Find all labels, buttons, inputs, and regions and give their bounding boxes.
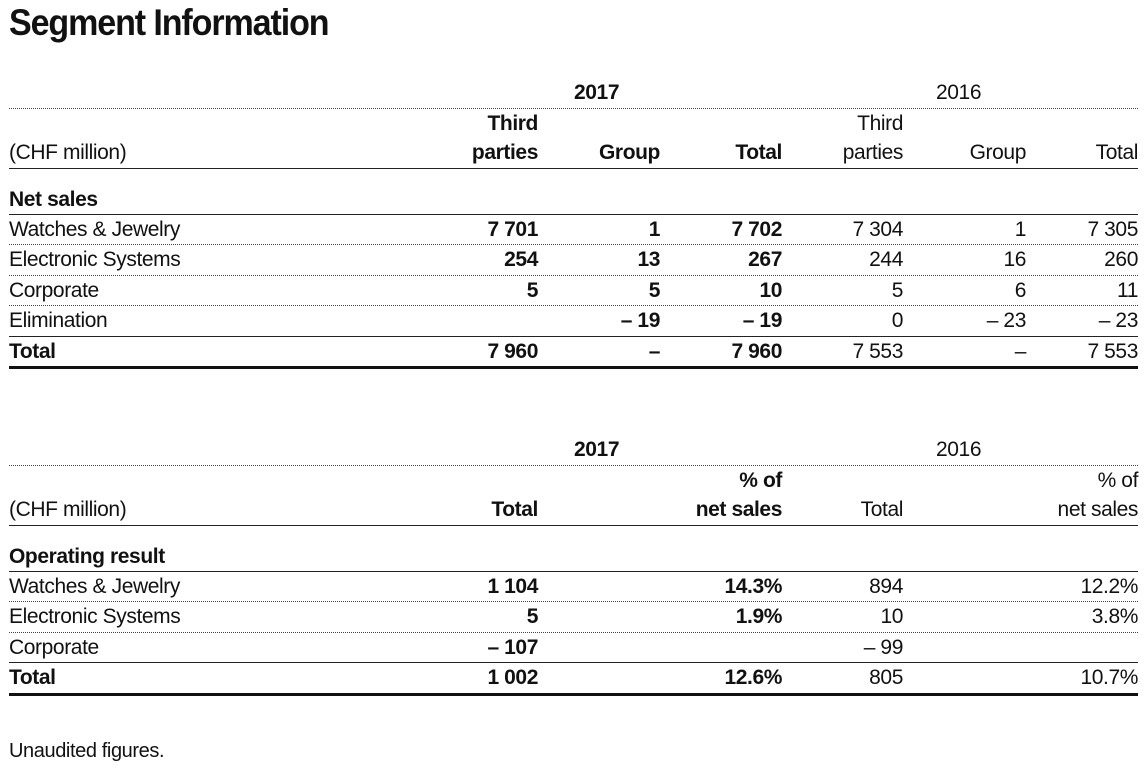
row-label: Electronic Systems [9, 248, 181, 271]
cell-value: 14.3% [724, 574, 782, 598]
cell-value: 1.9% [735, 605, 783, 628]
third-parties-header-prior: Third [857, 111, 903, 135]
total-header-prior: Total [1095, 141, 1139, 164]
pct-subheader-current: net sales [695, 498, 783, 521]
group-header-prior: Group [969, 141, 1027, 164]
total-value: 7 960 [731, 339, 782, 363]
row-label: Corporate [9, 635, 99, 659]
total-value: 805 [869, 666, 903, 689]
pct-subheader-prior: net sales [1057, 498, 1139, 521]
year-current-header: 2017 [574, 438, 620, 461]
row-label: Watches & Jewelry [9, 217, 180, 241]
total-label: Total [9, 666, 56, 689]
cell-value: – 19 [742, 309, 783, 332]
total-row: Total 7 960 – 7 960 7 553 – 7 553 [9, 337, 1138, 369]
row-label: Watches & Jewelry [9, 574, 180, 598]
total-header-current: Total [735, 141, 782, 164]
unit-label: (CHF million) [9, 141, 127, 164]
table-row: Corporate 5 5 10 5 6 11 [9, 276, 1138, 306]
year-header-row: 2017 2016 [9, 435, 1138, 466]
cell-value: 7 305 [1087, 217, 1138, 241]
cell-value: 5 [526, 605, 539, 628]
cell-value: 1 [648, 217, 661, 241]
net-sales-table: 2017 2016 Third Third (CHF million) part… [9, 78, 1138, 369]
cell-value: – 107 [487, 635, 538, 659]
row-label: Elimination [9, 309, 108, 332]
cell-value: – 23 [986, 309, 1027, 332]
page-title: Segment Information [9, 2, 330, 43]
cell-value: 7 701 [487, 217, 538, 241]
total-value: 7 960 [487, 339, 538, 363]
total-label: Total [9, 339, 56, 363]
total-value: 7 553 [1087, 339, 1138, 363]
cell-value: 260 [1104, 248, 1138, 271]
table-row: Corporate – 107 – 99 [9, 633, 1138, 663]
row-label: Electronic Systems [9, 605, 181, 628]
unit-label: (CHF million) [9, 498, 127, 521]
cell-value: 7 702 [731, 217, 782, 241]
header-row-bottom: (CHF million) parties Group Total partie… [9, 138, 1138, 169]
pct-header-current: % of [739, 468, 782, 492]
header-row-top: Third Third [9, 109, 1138, 139]
cell-value: – 19 [620, 309, 661, 332]
cell-value: 5 [648, 278, 661, 302]
total-value: – [1014, 339, 1027, 363]
total-value: 1 002 [487, 666, 538, 689]
year-header-row: 2017 2016 [9, 78, 1138, 109]
section-title-row: Operating result [9, 540, 1138, 572]
row-label: Corporate [9, 278, 99, 302]
header-row-bottom: (CHF million) Total net sales Total net … [9, 495, 1138, 526]
cell-value: 6 [1014, 278, 1027, 302]
section-title: Net sales [9, 187, 98, 211]
third-parties-subheader-current: parties [471, 141, 538, 164]
year-prior-header: 2016 [936, 438, 982, 461]
total-header-prior: Total [860, 498, 904, 521]
cell-value: 16 [1003, 248, 1026, 271]
total-value: – [648, 339, 661, 363]
table-row: Watches & Jewelry 7 701 1 7 702 7 304 1 … [9, 215, 1138, 245]
header-row-top: % of % of [9, 466, 1138, 496]
cell-value: 1 [1014, 217, 1027, 241]
year-prior-header: 2016 [936, 81, 982, 104]
cell-value: 894 [869, 574, 903, 598]
third-parties-subheader-prior: parties [842, 141, 904, 164]
cell-value: 0 [891, 309, 904, 332]
cell-value: 5 [891, 278, 904, 302]
total-value: 12.6% [724, 666, 782, 689]
cell-value: – 23 [1098, 309, 1139, 332]
table-row: Electronic Systems 5 1.9% 10 3.8% [9, 602, 1138, 633]
cell-value: 3.8% [1091, 605, 1139, 628]
operating-result-table: 2017 2016 % of % of (CHF million) Total … [9, 435, 1138, 696]
section-title: Operating result [9, 544, 165, 568]
cell-value: 10 [880, 605, 903, 628]
table-row: Elimination – 19 – 19 0 – 23 – 23 [9, 306, 1138, 337]
total-row: Total 1 002 12.6% 805 10.7% [9, 663, 1138, 696]
footnote: Unaudited figures. [9, 740, 165, 762]
cell-value: 12.2% [1080, 574, 1138, 598]
table-row: Watches & Jewelry 1 104 14.3% 894 12.2% [9, 572, 1138, 602]
cell-value: 7 304 [852, 217, 903, 241]
pct-header-prior: % of [1097, 468, 1139, 492]
cell-value: 11 [1117, 278, 1138, 302]
cell-value: 254 [504, 248, 538, 271]
year-current-header: 2017 [574, 81, 620, 104]
total-value: 10.7% [1080, 666, 1138, 689]
cell-value: 267 [748, 248, 782, 271]
section-title-row: Net sales [9, 183, 1138, 215]
cell-value: 10 [759, 278, 782, 302]
table-row: Electronic Systems 254 13 267 244 16 260 [9, 245, 1138, 276]
cell-value: – 99 [863, 635, 904, 659]
cell-value: 5 [526, 278, 539, 302]
group-header-current: Group [599, 141, 660, 164]
cell-value: 244 [869, 248, 903, 271]
cell-value: 13 [637, 248, 660, 271]
third-parties-header-current: Third [487, 111, 539, 135]
cell-value: 1 104 [487, 574, 538, 598]
total-header-current: Total [491, 498, 538, 521]
total-value: 7 553 [852, 339, 903, 363]
